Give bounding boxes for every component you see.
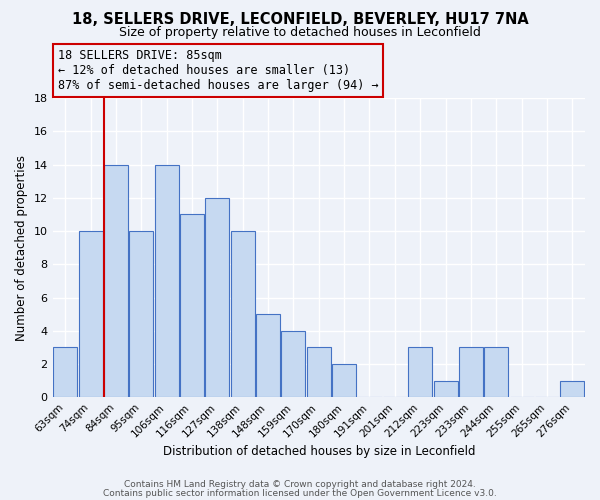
Bar (104, 164, 128, 397)
Text: Size of property relative to detached houses in Leconfield: Size of property relative to detached ho… (119, 26, 481, 39)
Y-axis label: Number of detached properties: Number of detached properties (15, 154, 28, 340)
Bar (484, 348, 508, 397)
Bar (459, 348, 483, 397)
Text: 18, SELLERS DRIVE, LECONFIELD, BEVERLEY, HU17 7NA: 18, SELLERS DRIVE, LECONFIELD, BEVERLEY,… (71, 12, 529, 28)
Bar (560, 380, 584, 397)
Bar (434, 380, 458, 397)
Bar (230, 231, 255, 397)
Bar (307, 348, 331, 397)
X-axis label: Distribution of detached houses by size in Leconfield: Distribution of detached houses by size … (163, 444, 475, 458)
Bar (129, 231, 154, 397)
Bar (205, 198, 229, 397)
Text: Contains HM Land Registry data © Crown copyright and database right 2024.: Contains HM Land Registry data © Crown c… (124, 480, 476, 489)
Bar (79, 231, 103, 397)
Bar (180, 214, 204, 397)
Bar (256, 314, 280, 397)
Text: 18 SELLERS DRIVE: 85sqm
← 12% of detached houses are smaller (13)
87% of semi-de: 18 SELLERS DRIVE: 85sqm ← 12% of detache… (58, 49, 379, 92)
Bar (155, 164, 179, 397)
Bar (408, 348, 432, 397)
Bar (53, 348, 77, 397)
Text: Contains public sector information licensed under the Open Government Licence v3: Contains public sector information licen… (103, 488, 497, 498)
Bar (281, 331, 305, 397)
Bar (332, 364, 356, 397)
